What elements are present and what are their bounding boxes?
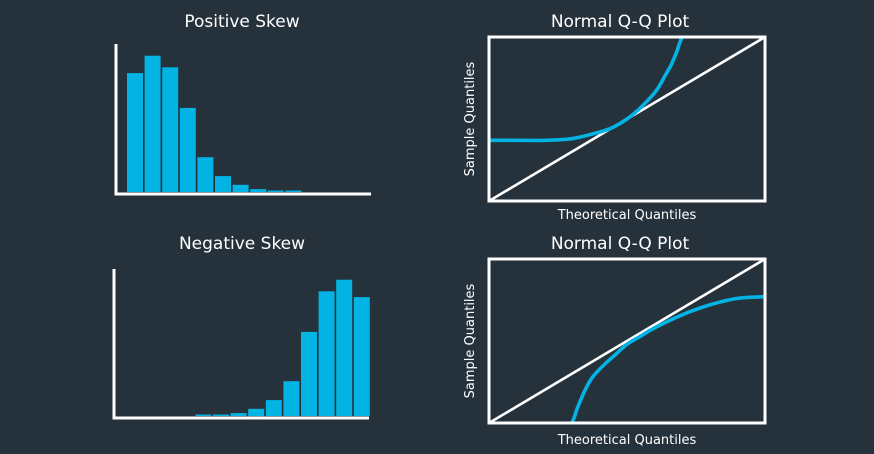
qq-plot-negative: Normal Q-Q Plot Theoretical Quantiles Sa… [463, 234, 767, 448]
histogram-bar [318, 291, 335, 416]
histogram-bar [197, 157, 214, 192]
histogram-bar [285, 190, 302, 192]
negative-skew-axes [112, 269, 369, 420]
histogram-bar [195, 414, 212, 416]
qq-positive-title: Normal Q-Q Plot [551, 12, 690, 32]
qq-positive-plot-area [487, 35, 767, 203]
histogram-bar [232, 184, 249, 193]
qq-plot-positive: Normal Q-Q Plot Theoretical Quantiles Sa… [463, 12, 767, 223]
histogram-bar [283, 381, 300, 416]
positive-skew-bars [127, 55, 302, 193]
qq-negative-title: Normal Q-Q Plot [551, 234, 690, 254]
histogram-bar [127, 73, 143, 192]
histogram-bar [230, 413, 247, 416]
histogram-bar [267, 190, 284, 192]
histogram-bar [265, 400, 282, 416]
positive-skew-title: Positive Skew [184, 12, 299, 32]
plot-frame [487, 257, 767, 425]
sample-quantile-curve [570, 294, 765, 423]
positive-skew-axes [114, 44, 371, 196]
positive-skew-histogram: Positive Skew [114, 12, 371, 196]
histogram-bar [248, 408, 265, 417]
plot-frame [487, 35, 767, 203]
histogram-bar [336, 279, 353, 416]
histogram-bar [213, 414, 229, 416]
histogram-bar [215, 176, 231, 192]
qq-negative-xlabel: Theoretical Quantiles [557, 433, 697, 448]
histogram-bar [301, 331, 317, 416]
qq-positive-ylabel: Sample Quantiles [463, 61, 478, 176]
negative-skew-bars [195, 279, 370, 417]
qq-positive-xlabel: Theoretical Quantiles [557, 208, 697, 223]
qq-negative-ylabel: Sample Quantiles [463, 283, 478, 398]
histogram-bar [179, 107, 196, 192]
qq-negative-plot-area [487, 257, 767, 425]
reference-line [489, 259, 765, 423]
histogram-bar [250, 189, 267, 192]
histogram-bar [353, 297, 370, 416]
sample-quantile-curve [489, 37, 684, 143]
histogram-bar [162, 67, 179, 192]
negative-skew-title: Negative Skew [179, 234, 305, 254]
histogram-bar [144, 55, 161, 193]
negative-skew-histogram: Negative Skew [112, 234, 370, 420]
